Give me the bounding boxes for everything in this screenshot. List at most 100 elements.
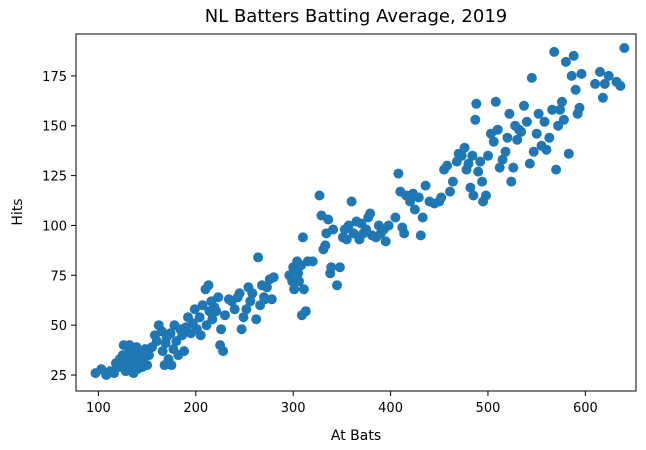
data-point <box>399 228 410 239</box>
data-point <box>524 158 535 169</box>
data-point <box>413 192 424 203</box>
data-point <box>488 136 499 147</box>
data-point <box>590 78 601 89</box>
x-tick-label: 400 <box>378 401 403 416</box>
data-point <box>365 208 376 219</box>
data-point <box>494 162 505 173</box>
data-point <box>341 234 352 245</box>
data-point <box>177 330 188 341</box>
data-point <box>528 146 539 157</box>
data-point <box>492 124 503 135</box>
data-point <box>551 164 562 175</box>
data-point <box>516 126 527 137</box>
data-point <box>465 182 476 193</box>
data-point <box>151 336 162 347</box>
data-point <box>197 300 208 311</box>
data-point <box>473 166 484 177</box>
data-point <box>541 144 552 155</box>
plot-area-frame <box>75 33 637 392</box>
x-tick-label: 600 <box>573 401 598 416</box>
data-point <box>483 150 493 161</box>
data-point <box>294 276 304 287</box>
data-point <box>268 272 279 283</box>
data-point <box>383 220 394 231</box>
data-point <box>526 72 537 83</box>
data-point <box>506 176 517 187</box>
data-point <box>468 190 479 201</box>
x-tick-label: 300 <box>281 401 306 416</box>
data-point <box>247 288 258 299</box>
data-point <box>442 160 453 171</box>
y-tick-label: 75 <box>50 269 67 284</box>
y-axis-ticks: 25 50 75 100 125 150 175 <box>42 70 76 384</box>
data-point <box>218 346 229 357</box>
data-point <box>216 324 227 335</box>
data-point <box>549 46 560 57</box>
data-point <box>519 100 529 111</box>
data-point <box>390 212 401 223</box>
data-point <box>521 116 532 127</box>
data-point <box>445 186 455 197</box>
data-points <box>90 43 630 380</box>
data-point <box>574 102 585 113</box>
data-point <box>539 116 550 127</box>
data-point <box>502 132 513 143</box>
data-point <box>558 114 569 125</box>
data-point <box>207 314 218 325</box>
data-point <box>165 328 176 339</box>
data-point <box>595 66 605 77</box>
data-point <box>560 56 571 67</box>
data-point <box>393 168 404 179</box>
data-point <box>300 306 311 317</box>
data-point <box>195 330 206 341</box>
data-point <box>471 98 482 109</box>
data-point <box>508 162 519 173</box>
data-point <box>566 70 577 81</box>
data-point <box>179 346 190 357</box>
data-point <box>459 142 470 153</box>
x-axis-ticks: 100 200 300 400 500 600 <box>86 391 598 416</box>
data-point <box>289 284 300 295</box>
data-point <box>415 230 426 241</box>
data-point <box>166 360 177 371</box>
data-point <box>328 224 339 235</box>
y-tick-label: 125 <box>42 170 67 185</box>
x-axis-label: At Bats <box>331 428 381 444</box>
data-point <box>597 92 608 103</box>
y-tick-label: 25 <box>50 369 67 384</box>
data-point <box>259 294 270 305</box>
data-point <box>144 350 154 361</box>
data-point <box>603 70 614 81</box>
x-tick-label: 100 <box>86 401 111 416</box>
data-point <box>490 96 501 107</box>
y-tick-label: 100 <box>42 219 67 234</box>
data-point <box>557 96 567 107</box>
data-point <box>512 134 523 145</box>
data-point <box>323 214 334 225</box>
data-point <box>477 176 488 187</box>
y-axis-label: Hits <box>10 198 26 225</box>
y-tick-label: 175 <box>42 70 67 85</box>
data-point <box>203 280 214 291</box>
data-point <box>500 146 511 157</box>
data-point <box>266 294 277 305</box>
data-point <box>234 288 245 299</box>
data-point <box>481 190 491 201</box>
y-tick-label: 150 <box>42 120 67 135</box>
data-point <box>157 346 168 357</box>
data-point <box>297 232 308 243</box>
data-point <box>409 204 420 215</box>
data-point <box>236 324 247 335</box>
data-point <box>326 262 337 273</box>
data-point <box>555 104 565 115</box>
x-tick-label: 200 <box>183 401 208 416</box>
data-point <box>463 158 474 169</box>
data-point <box>253 252 264 263</box>
data-point <box>570 84 581 95</box>
data-point <box>475 156 486 167</box>
data-point <box>417 212 428 223</box>
data-point <box>470 114 481 125</box>
data-point <box>238 312 249 323</box>
data-point <box>544 132 555 143</box>
